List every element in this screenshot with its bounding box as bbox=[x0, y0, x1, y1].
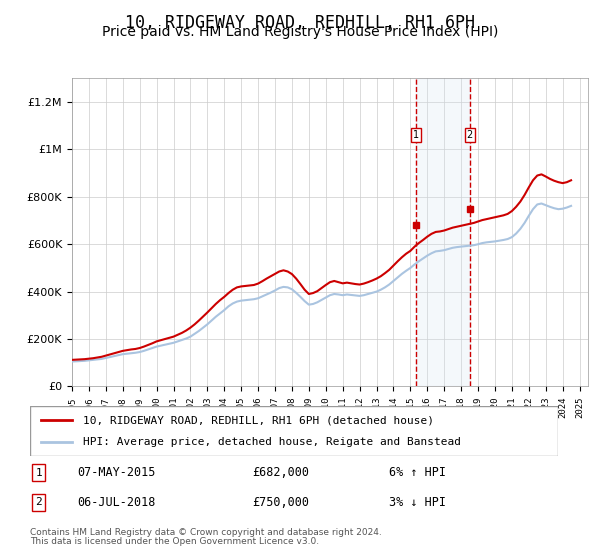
Text: £750,000: £750,000 bbox=[252, 496, 309, 509]
Text: 3% ↓ HPI: 3% ↓ HPI bbox=[389, 496, 446, 509]
Bar bbox=[416, 78, 470, 386]
Text: 10, RIDGEWAY ROAD, REDHILL, RH1 6PH: 10, RIDGEWAY ROAD, REDHILL, RH1 6PH bbox=[125, 14, 475, 32]
Text: 10, RIDGEWAY ROAD, REDHILL, RH1 6PH (detached house): 10, RIDGEWAY ROAD, REDHILL, RH1 6PH (det… bbox=[83, 415, 434, 425]
Text: 2: 2 bbox=[35, 497, 42, 507]
Text: 1: 1 bbox=[35, 468, 42, 478]
FancyBboxPatch shape bbox=[30, 406, 558, 456]
Text: 07-MAY-2015: 07-MAY-2015 bbox=[77, 466, 156, 479]
Text: 1: 1 bbox=[413, 130, 419, 140]
Text: Price paid vs. HM Land Registry's House Price Index (HPI): Price paid vs. HM Land Registry's House … bbox=[102, 25, 498, 39]
Text: Contains HM Land Registry data © Crown copyright and database right 2024.: Contains HM Land Registry data © Crown c… bbox=[30, 528, 382, 537]
Text: £682,000: £682,000 bbox=[252, 466, 309, 479]
Text: This data is licensed under the Open Government Licence v3.0.: This data is licensed under the Open Gov… bbox=[30, 538, 319, 547]
Text: HPI: Average price, detached house, Reigate and Banstead: HPI: Average price, detached house, Reig… bbox=[83, 437, 461, 447]
Text: 2: 2 bbox=[466, 130, 473, 140]
Text: 06-JUL-2018: 06-JUL-2018 bbox=[77, 496, 156, 509]
Text: 6% ↑ HPI: 6% ↑ HPI bbox=[389, 466, 446, 479]
